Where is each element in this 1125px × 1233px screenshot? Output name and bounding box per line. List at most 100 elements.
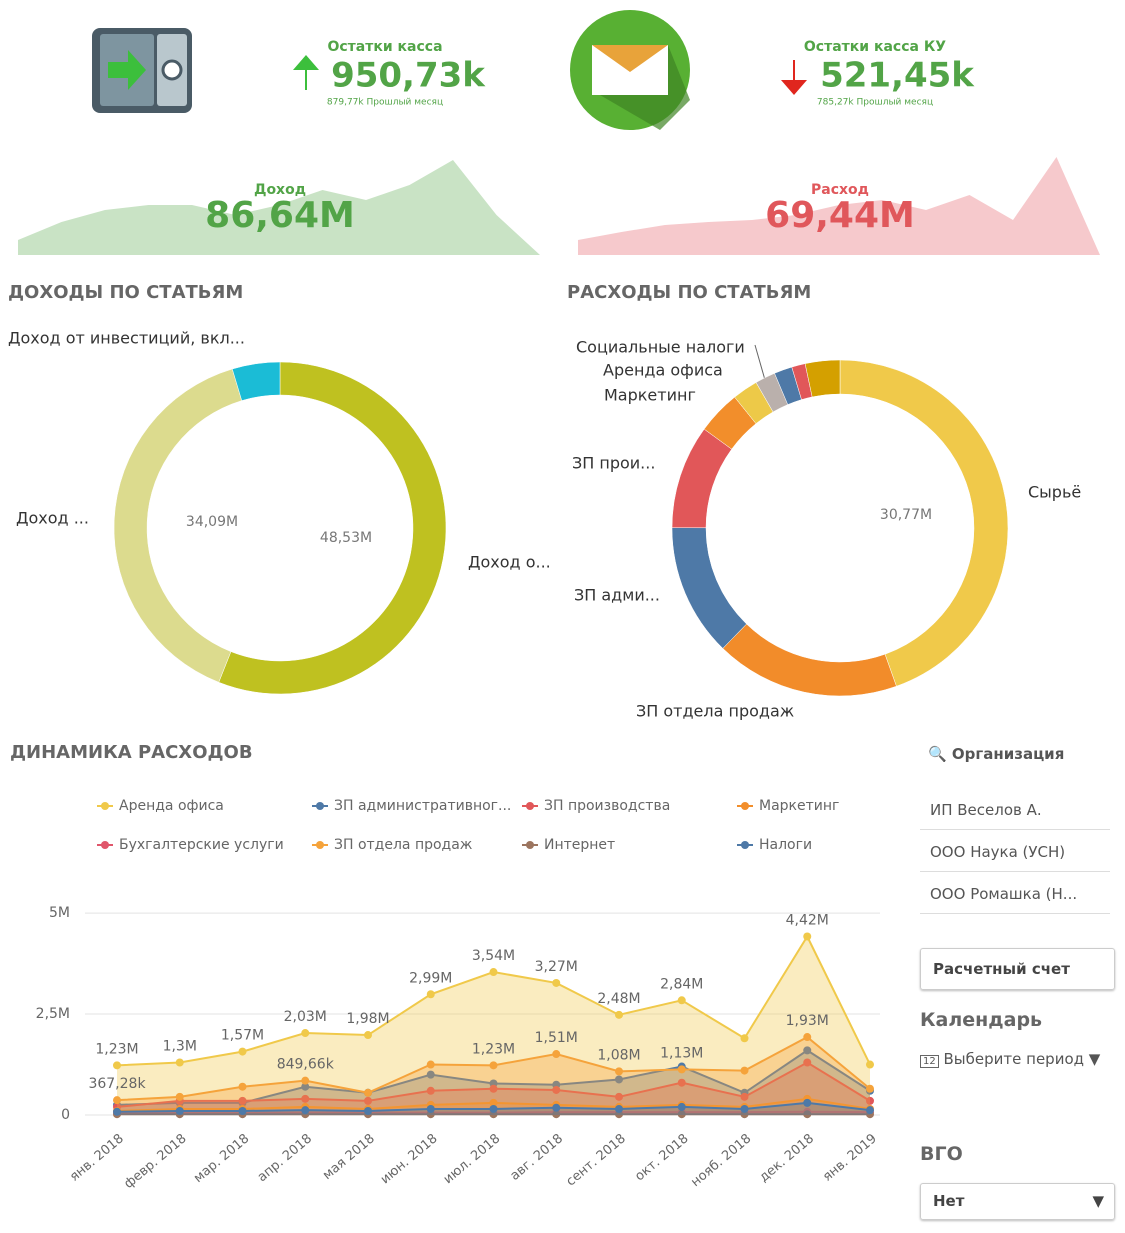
donut-slice bbox=[671, 428, 733, 529]
data-label: 1,98M bbox=[346, 1011, 389, 1027]
kpi-comparison: 879,77k Прошлый месяц bbox=[327, 98, 443, 108]
x-tick-label: июн. 2018 bbox=[378, 1131, 441, 1187]
section-title: ДИНАМИКА РАСХОДОВ bbox=[10, 742, 253, 763]
series-point bbox=[426, 1104, 435, 1113]
slice-label: ЗП прои... bbox=[572, 454, 655, 473]
vgo-value: Нет bbox=[933, 1192, 965, 1210]
series-point bbox=[552, 978, 561, 987]
series-point bbox=[489, 1061, 498, 1070]
x-tick-label: окт. 2018 bbox=[632, 1131, 691, 1184]
legend-label: Налоги bbox=[759, 837, 812, 853]
filter-item[interactable]: ООО Наука (УСН) bbox=[920, 832, 1110, 872]
kpi-title: Остатки касса КУ bbox=[804, 39, 946, 55]
x-tick-label: янв. 2019 bbox=[820, 1131, 880, 1184]
slice-value-label: 34,09M bbox=[186, 514, 238, 530]
slice-label: ЗП адми... bbox=[574, 586, 660, 605]
series-point bbox=[113, 1107, 121, 1116]
x-tick-label: янв. 2018 bbox=[67, 1131, 127, 1184]
section-title: РАСХОДЫ ПО СТАТЬЯМ bbox=[567, 282, 811, 303]
donut-slice bbox=[804, 359, 841, 398]
slice-label: ЗП отдела продаж bbox=[636, 702, 794, 721]
data-label: 1,93M bbox=[786, 1013, 829, 1029]
slice-label: Социальные налоги bbox=[576, 338, 745, 357]
slice-label: Доход о... bbox=[468, 553, 551, 572]
series-point bbox=[175, 1058, 184, 1067]
series-point bbox=[426, 1060, 435, 1069]
slice-value-label: 48,53M bbox=[320, 530, 372, 546]
x-tick-label: нояб. 2018 bbox=[688, 1131, 754, 1190]
x-tick-label: дек. 2018 bbox=[757, 1131, 817, 1185]
donut-slice bbox=[113, 368, 243, 683]
y-tick-label: 2,5M bbox=[36, 1006, 70, 1022]
vgo-title: ВГО bbox=[920, 1143, 963, 1165]
data-label: 1,3M bbox=[163, 1039, 197, 1055]
data-label: 3,27M bbox=[535, 959, 578, 975]
slice-label: Доход от инвестиций, вкл... bbox=[8, 329, 245, 348]
series-point bbox=[301, 1094, 310, 1103]
series-point bbox=[301, 1076, 310, 1085]
series-point bbox=[426, 1086, 435, 1095]
vgo-dropdown[interactable]: Нет ▼ bbox=[920, 1183, 1115, 1220]
series-point bbox=[489, 1098, 498, 1107]
x-tick-label: мар. 2018 bbox=[191, 1131, 252, 1186]
series-point bbox=[803, 1046, 812, 1055]
x-tick-label: апр. 2018 bbox=[255, 1131, 315, 1185]
series-point bbox=[552, 1085, 561, 1094]
legend-label: Маркетинг bbox=[759, 798, 839, 814]
series-point bbox=[489, 1104, 498, 1113]
series-point bbox=[238, 1096, 247, 1105]
series-point bbox=[677, 1078, 686, 1087]
y-tick-label: 0 bbox=[61, 1107, 70, 1123]
data-label: 2,84M bbox=[660, 976, 703, 992]
spark-title: Расход bbox=[811, 182, 869, 198]
series-point bbox=[740, 1034, 749, 1043]
series-point bbox=[615, 1092, 623, 1101]
legend-label: ЗП отдела продаж bbox=[334, 837, 473, 853]
series-point bbox=[803, 1033, 812, 1042]
data-label: 1,23M bbox=[472, 1041, 515, 1057]
series-point bbox=[175, 1092, 184, 1101]
series-point bbox=[615, 1010, 623, 1019]
series-point bbox=[552, 1110, 561, 1119]
data-label: 849,66k bbox=[277, 1057, 335, 1073]
donut-slice bbox=[671, 527, 747, 649]
series-point bbox=[113, 1061, 121, 1070]
data-label: 1,08M bbox=[597, 1047, 640, 1063]
account-button[interactable]: Расчетный счет bbox=[920, 948, 1115, 990]
series-point bbox=[552, 1050, 561, 1059]
filter-item[interactable]: ООО Ромашка (Н... bbox=[920, 874, 1110, 914]
data-label: 2,48M bbox=[597, 991, 640, 1007]
series-point bbox=[803, 1110, 812, 1119]
series-point bbox=[740, 1092, 749, 1101]
series-point bbox=[238, 1106, 247, 1115]
calendar-placeholder: Выберите период bbox=[943, 1050, 1084, 1068]
series-area bbox=[117, 1037, 870, 1115]
slice-label: Маркетинг bbox=[604, 386, 696, 405]
series-point bbox=[615, 1104, 623, 1113]
data-label: 1,57M bbox=[221, 1028, 264, 1044]
series-point bbox=[677, 1110, 686, 1119]
x-tick-label: февр. 2018 bbox=[121, 1131, 189, 1192]
slice-value-label: 30,77M bbox=[880, 507, 932, 523]
filter-item[interactable]: ИП Веселов А. bbox=[920, 790, 1110, 830]
envelope-icon bbox=[570, 10, 690, 130]
series-point bbox=[364, 1031, 372, 1040]
legend-label: ЗП производства bbox=[544, 798, 670, 814]
sparkline-area bbox=[578, 157, 1100, 255]
series-point bbox=[301, 1082, 310, 1091]
calendar-picker[interactable]: 12 Выберите период ▼ bbox=[920, 1050, 1100, 1068]
safe-icon bbox=[92, 28, 192, 113]
series-point bbox=[803, 1058, 812, 1067]
series-point bbox=[489, 1084, 498, 1093]
donut-slice bbox=[839, 359, 1009, 687]
series-point bbox=[803, 932, 812, 941]
data-label: 1,23M bbox=[95, 1041, 138, 1057]
donut-slice bbox=[218, 361, 447, 695]
x-tick-label: авг. 2018 bbox=[508, 1131, 567, 1184]
spark-value: 86,64M bbox=[205, 195, 355, 236]
kpi-comparison: 785,27k Прошлый месяц bbox=[817, 98, 933, 108]
series-point bbox=[866, 1084, 874, 1093]
series-point bbox=[615, 1067, 623, 1076]
legend-label: Аренда офиса bbox=[119, 798, 224, 814]
